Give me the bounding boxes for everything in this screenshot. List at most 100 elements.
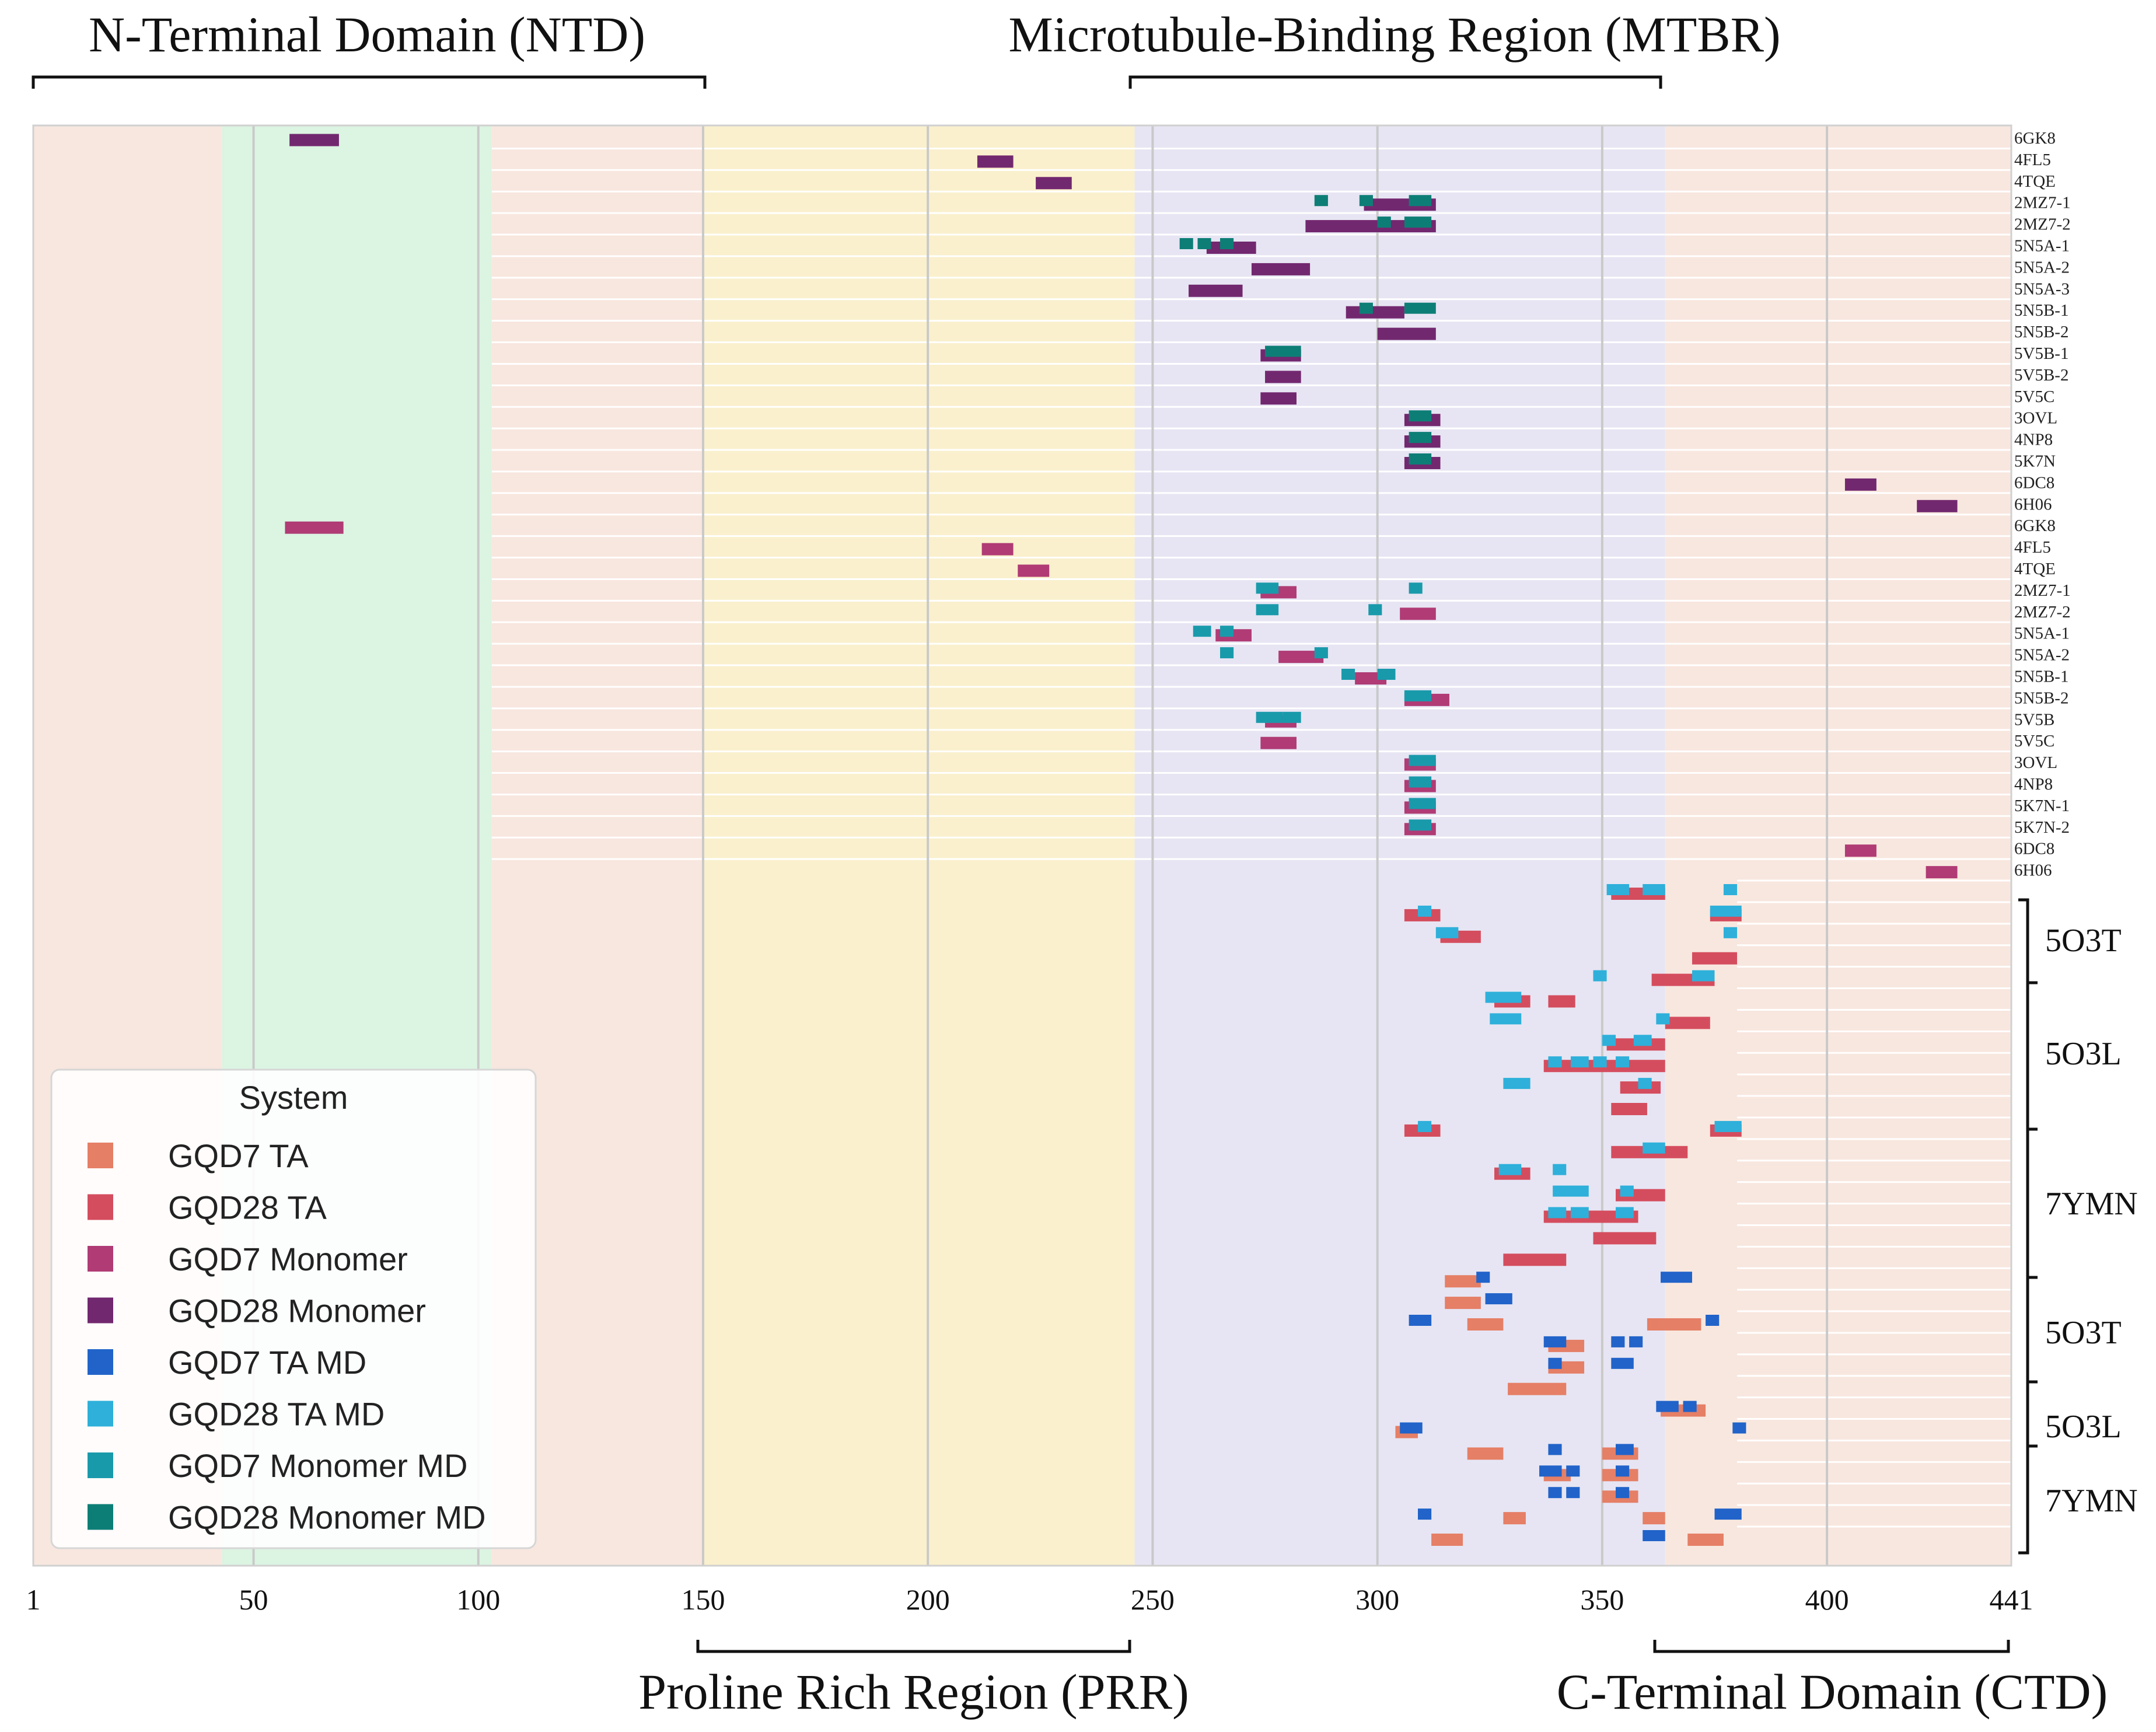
interval-bar [1566, 1465, 1580, 1477]
legend-swatch [88, 1246, 113, 1272]
domain-label-mtbr: Microtubule-Binding Region (MTBR) [1008, 6, 1780, 62]
interval-bar [1283, 711, 1301, 723]
interval-bar [1566, 1487, 1580, 1499]
interval-bar [1305, 220, 1436, 233]
row-label: 4FL5 [2014, 538, 2051, 557]
interval-bar [1611, 1357, 1634, 1369]
interval-bars [285, 134, 1958, 1546]
interval-bar [1377, 216, 1391, 228]
x-tick-label: 250 [1131, 1583, 1175, 1616]
row-label: 6GK8 [2014, 516, 2056, 535]
row-separators [491, 147, 2011, 1528]
interval-bar [1844, 844, 1877, 857]
row-label: 5N5A-1 [2014, 624, 2070, 643]
interval-bar [1539, 1465, 1562, 1477]
interval-bar [1278, 651, 1324, 664]
domain-annotations-top: N-Terminal Domain (NTD) Microtubule-Bind… [32, 6, 1781, 89]
x-axis-ticks: 1 50 100 150 200 250 300 350 400 441 [26, 1583, 2033, 1616]
interval-bar [1548, 1357, 1562, 1369]
interval-bar [1220, 647, 1234, 659]
interval-bar [1611, 1336, 1625, 1347]
row-label: 6H06 [2014, 495, 2052, 514]
domain-bracket-prr [696, 1640, 1131, 1653]
interval-bar [1647, 1318, 1701, 1331]
x-tick-label: 150 [681, 1583, 725, 1616]
legend-label: GQD28 TA MD [168, 1396, 385, 1433]
interval-bar [1503, 1512, 1526, 1525]
legend-label: GQD7 TA MD [168, 1344, 366, 1381]
plot-frame [32, 124, 2012, 1567]
interval-bar [1656, 1401, 1679, 1412]
legend-swatch [88, 1297, 113, 1324]
interval-bar [1616, 1207, 1634, 1218]
interval-bar [1260, 392, 1297, 405]
background-bands [33, 125, 2011, 1566]
interval-bar [1593, 1056, 1607, 1068]
interval-bar [1616, 1487, 1630, 1499]
row-label: 4NP8 [2014, 775, 2053, 794]
legend-swatch [88, 1143, 113, 1168]
interval-bar [1844, 478, 1877, 491]
x-tick-label: 300 [1355, 1583, 1399, 1616]
interval-bar [1409, 1315, 1432, 1326]
interval-bar [1548, 995, 1575, 1008]
row-label: 6DC8 [2014, 473, 2054, 492]
interval-bar [1503, 1078, 1530, 1090]
domain-label-ctd: C-Terminal Domain (CTD) [1557, 1664, 2108, 1720]
interval-bar [1418, 1508, 1432, 1520]
interval-bar [1197, 238, 1211, 249]
group-label: 5O3L [2045, 1409, 2122, 1445]
interval-bar [1683, 1401, 1697, 1412]
row-label: 5N5A-1 [2014, 237, 2070, 256]
x-tick-label: 400 [1805, 1583, 1849, 1616]
interval-bar [1256, 604, 1279, 616]
domain-bracket-ntd [32, 75, 707, 89]
interval-bar [1251, 263, 1311, 275]
background-band [1134, 125, 1665, 1566]
legend-label: GQD7 TA [168, 1137, 309, 1174]
interval-bar [1193, 626, 1211, 637]
interval-bar [1467, 1318, 1504, 1331]
interval-bar [1346, 306, 1404, 319]
legend-swatch [88, 1401, 113, 1427]
interval-bar [1409, 453, 1432, 465]
interval-bar [981, 543, 1014, 556]
interval-bar [1409, 432, 1432, 444]
interval-bar [1548, 1487, 1562, 1499]
interval-bar [1409, 776, 1432, 788]
row-label: 4TQE [2014, 172, 2056, 191]
legend-box [50, 1068, 537, 1549]
legend-swatch [88, 1504, 113, 1530]
background-band [1665, 125, 2011, 1566]
domain-bracket-mtbr [1128, 75, 1662, 89]
interval-bar [1570, 1207, 1589, 1218]
interval-bar [1656, 1013, 1670, 1025]
domain-label-prr: Proline Rich Region (PRR) [638, 1664, 1189, 1720]
interval-bar [1661, 1272, 1692, 1283]
interval-bar [1490, 1013, 1522, 1025]
interval-bar [1620, 1185, 1634, 1197]
legend-entries: GQD7 TA GQD28 TA GQD7 Monomer GQD28 Monomer… [88, 1137, 486, 1536]
interval-bar [1553, 1164, 1567, 1175]
interval-bar [1404, 216, 1432, 228]
interval-bar [1467, 1447, 1504, 1460]
row-label: 5N5A-3 [2014, 280, 2070, 298]
interval-bar [1260, 736, 1297, 749]
legend-label: GQD28 Monomer MD [168, 1499, 486, 1536]
interval-bar [1368, 604, 1382, 616]
interval-bar [1189, 284, 1243, 297]
interval-bar [1409, 195, 1432, 207]
legend-label: GQD28 Monomer [168, 1293, 426, 1329]
interval-bar [1435, 927, 1459, 938]
domain-bracket-ctd [1653, 1640, 2010, 1653]
interval-bar [1409, 798, 1436, 809]
group-brackets: 5O3T 5O3L 7YMN 5O3T 5O3L 7YMN [2018, 898, 2138, 1555]
interval-bar [1553, 1185, 1589, 1197]
interval-bar [1593, 970, 1607, 982]
row-label: 6GK8 [2014, 129, 2056, 148]
background-band [703, 125, 1135, 1566]
row-label: 5N5B-2 [2014, 323, 2068, 341]
interval-bar [1723, 927, 1738, 938]
legend-label: GQD7 Monomer [168, 1241, 408, 1277]
row-label: 5N5A-2 [2014, 646, 2070, 665]
